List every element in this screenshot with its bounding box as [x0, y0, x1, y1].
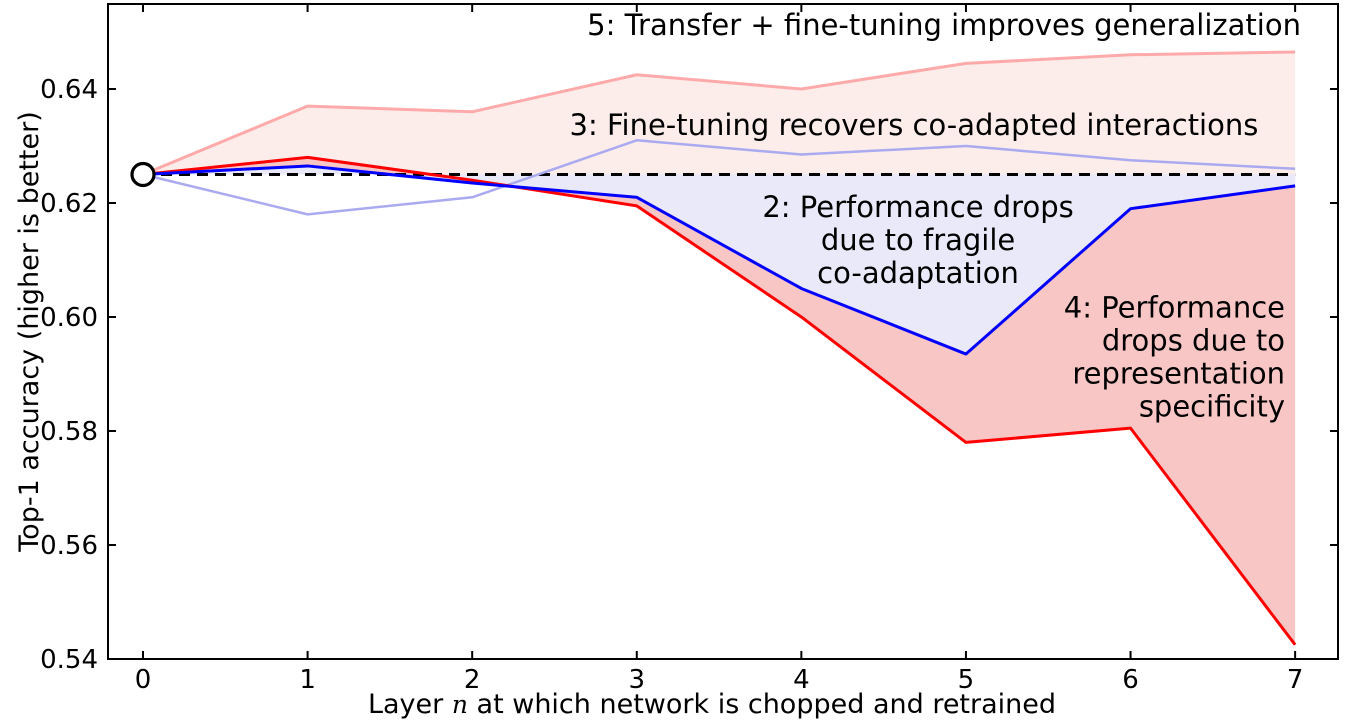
x-tick-label: 2: [464, 665, 481, 695]
x-tick-label: 0: [135, 665, 152, 695]
annotation-2: co-adaptation: [817, 256, 1019, 290]
annotation-2: due to fragile: [821, 223, 1015, 257]
annotation-4: representation: [1072, 356, 1285, 390]
x-tick-label: 6: [1122, 665, 1139, 695]
y-tick-label: 0.56: [40, 531, 98, 561]
y-tick-label: 0.58: [40, 417, 98, 447]
x-axis-label: Layer n at which network is chopped and …: [368, 689, 1056, 720]
baseline-start-circle-marker: [130, 161, 156, 188]
y-axis-label: Top-1 accuracy (higher is better): [14, 111, 45, 552]
y-tick-label: 0.62: [40, 189, 98, 219]
series-line-selffer-BnB: [142, 164, 1296, 356]
y-tick-label: 0.60: [40, 303, 98, 333]
series-line-transfer-finetuned-AnB+: [142, 50, 1296, 176]
annotation-3: 3: Fine-tuning recovers co-adapted inter…: [570, 108, 1259, 142]
annotation-4: drops due to: [1102, 323, 1285, 357]
y-tick-label: 0.54: [40, 645, 98, 675]
x-tick-label: 5: [958, 665, 975, 695]
y-tick-label: 0.64: [40, 75, 98, 105]
x-tick-label: 1: [299, 665, 316, 695]
x-tick-label: 3: [628, 665, 645, 695]
annotation-4: 4: Performance: [1064, 290, 1285, 324]
x-tick-label: 7: [1287, 665, 1304, 695]
region-fill-transfer-finetuned-AnB+: [143, 51, 1296, 175]
series-line-selffer-finetuned-BnB+: [142, 139, 1296, 216]
annotation-2: 2: Performance drops: [762, 190, 1073, 224]
series-line-transfer-AnB: [142, 155, 1297, 646]
annotation-5: 5: Transfer + fine-tuning improves gener…: [587, 8, 1301, 42]
annotation-4: specificity: [1139, 389, 1285, 423]
region-fill-selffer-BnB: [143, 165, 1296, 355]
axes-frame: [107, 3, 1339, 660]
x-tick-label: 4: [793, 665, 810, 695]
